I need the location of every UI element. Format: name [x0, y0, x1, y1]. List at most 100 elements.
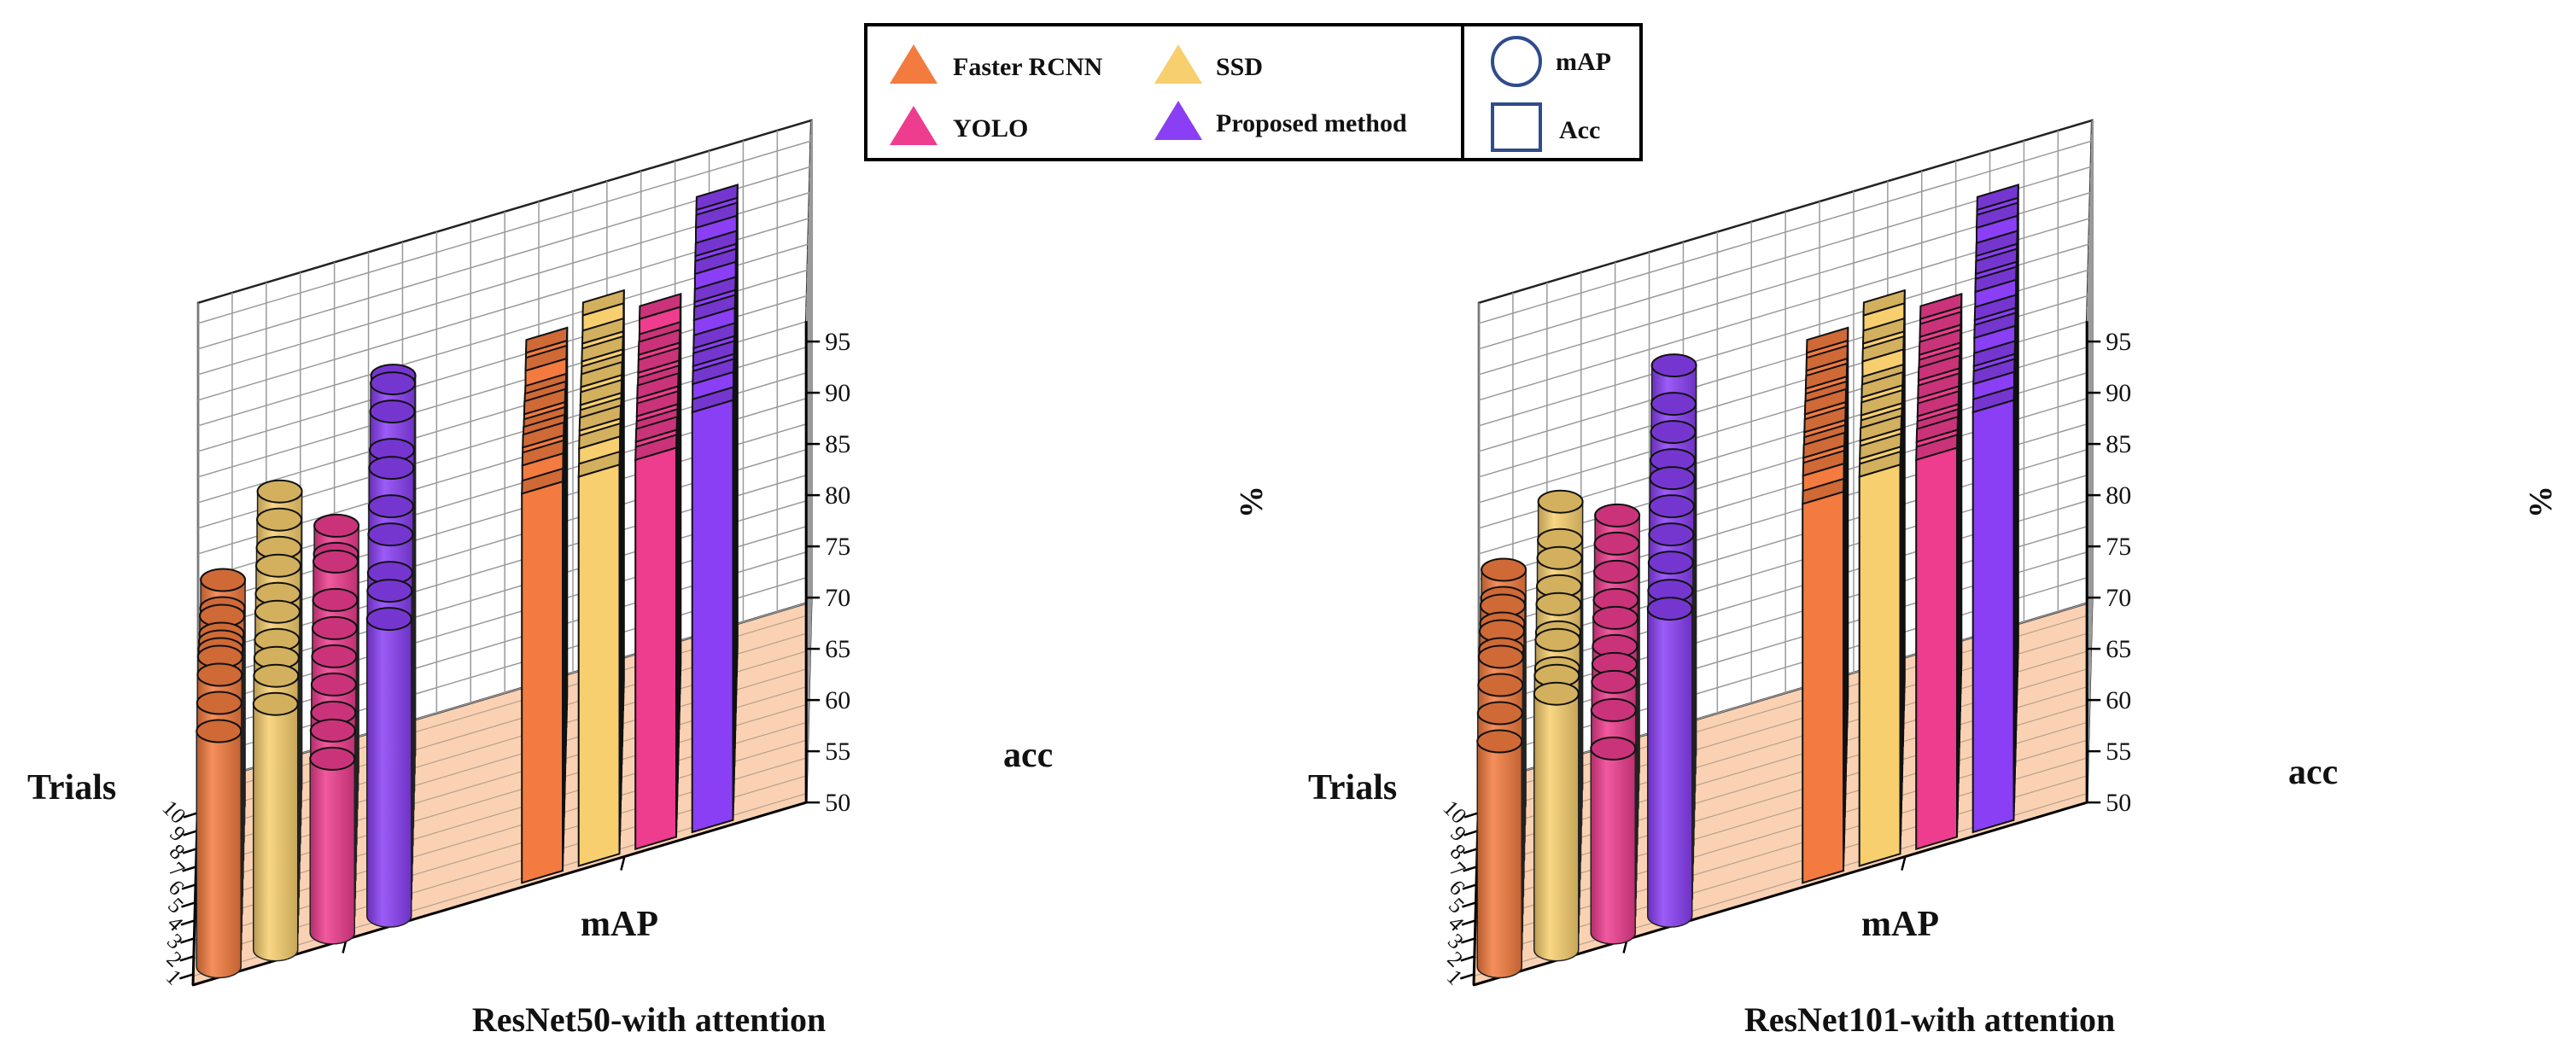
- cuboid-top: [1803, 405, 1847, 434]
- bar-yolo-map: [1590, 736, 1637, 945]
- cuboid-top: [1804, 362, 1849, 390]
- cuboid-top: [1858, 450, 1901, 478]
- cuboid-top: [1972, 358, 2016, 386]
- cuboid-front: [1802, 490, 1844, 884]
- bar-faster-rcnn-map: [196, 719, 242, 979]
- z-tick-label: 80: [825, 481, 850, 510]
- legend-label-ssd: SSD: [1216, 53, 1263, 81]
- z-tick-label: 55: [2106, 737, 2131, 766]
- cuboid-top: [636, 371, 680, 400]
- cuboid-top: [1976, 184, 2019, 212]
- bar-yolo-map: [309, 746, 356, 945]
- cuboid-top: [1859, 432, 1902, 460]
- z-tick-label: 85: [2106, 430, 2131, 458]
- cuboid-top: [579, 378, 623, 406]
- cylinder-top: [1594, 503, 1641, 528]
- x-tick: [1462, 901, 1476, 908]
- cuboid-top: [691, 386, 734, 414]
- x-tick: [181, 901, 196, 908]
- x-tick: [183, 830, 198, 837]
- bar-yolo-acc: [1915, 433, 1959, 851]
- cylinder-top: [1590, 736, 1637, 761]
- bar-proposed-method-acc: [1971, 386, 2015, 834]
- cuboid-front: [634, 446, 677, 851]
- cylinder-body: [365, 618, 412, 928]
- cylinder-top: [1533, 681, 1580, 706]
- cuboid-top: [692, 294, 737, 322]
- cylinder-top: [311, 615, 358, 640]
- z-tick-label: 75: [825, 533, 850, 561]
- y-axis-title: %: [2523, 486, 2559, 518]
- cuboid-top: [693, 248, 738, 276]
- cuboid-top: [692, 322, 736, 350]
- cuboid-top: [1802, 477, 1845, 505]
- legend: Faster RCNN SSD YOLO Proposed method mAP…: [864, 23, 1643, 161]
- z-tick-label: 90: [825, 379, 850, 407]
- x-tick: [1461, 919, 1476, 926]
- axis-labels: Trials mAP acc % ResNet50-with attention: [27, 486, 1270, 1039]
- cuboid-top: [1802, 431, 1846, 459]
- metric-label-map: mAP: [581, 905, 658, 944]
- bar-proposed-method-map: [365, 607, 412, 928]
- cylinder-top: [1590, 697, 1637, 722]
- cuboid-top: [1861, 317, 1906, 345]
- bar-yolo-acc: [634, 433, 678, 851]
- cuboid-front: [691, 399, 734, 834]
- cuboid-top: [638, 292, 682, 321]
- cuboid-top: [1974, 265, 2018, 294]
- x-tick: [1463, 830, 1479, 837]
- legend-label-acc: Acc: [1559, 116, 1600, 144]
- cylinder-top: [196, 719, 242, 743]
- cuboid-top: [635, 389, 680, 418]
- bars: [1476, 184, 2019, 979]
- bar-faster-rcnn-acc: [521, 467, 564, 884]
- x-tick: [181, 883, 196, 890]
- chart-title: ResNet101-with attention: [1744, 1000, 2115, 1039]
- cuboid-top: [637, 346, 681, 375]
- cylinder-top: [1648, 522, 1695, 547]
- cylinder-top: [1649, 466, 1696, 491]
- x-tick: [180, 919, 196, 926]
- metric-label-acc: acc: [2288, 753, 2338, 792]
- cuboid-top: [578, 422, 622, 450]
- cuboid-top: [521, 467, 564, 495]
- x-tick: [1461, 937, 1475, 944]
- cuboid-top: [1971, 386, 2015, 414]
- cylinder-top: [313, 549, 359, 574]
- cylinder-body: [1647, 608, 1693, 928]
- circle-icon: [1491, 36, 1542, 87]
- cylinder-top: [1650, 392, 1697, 417]
- cuboid-front: [1858, 463, 1901, 867]
- z-tick-label: 55: [825, 737, 850, 766]
- cylinder-top: [254, 553, 301, 578]
- legend-item-map: mAP: [1491, 36, 1611, 87]
- cylinder-top: [1476, 729, 1523, 754]
- cylinder-top: [367, 522, 414, 547]
- cylinder-top: [1535, 592, 1582, 616]
- legend-label-map: mAP: [1556, 48, 1611, 76]
- cylinder-top: [1481, 557, 1527, 582]
- x-tick: [182, 866, 196, 872]
- chart-title: ResNet50-with attention: [472, 1000, 826, 1039]
- z-tick-label: 65: [2106, 635, 2131, 663]
- z-tick-label: 95: [2106, 328, 2131, 356]
- cylinder-top: [1534, 627, 1581, 652]
- metric-label-map: mAP: [1861, 905, 1939, 944]
- cuboid-front: [1915, 446, 1958, 851]
- z-tick-label: 75: [2106, 533, 2131, 561]
- bars: [196, 184, 739, 979]
- cylinder-top: [309, 746, 356, 771]
- axis-labels: Trials mAP acc % ResNet101-with attentio…: [1308, 486, 2559, 1039]
- cylinder-top: [369, 399, 416, 424]
- z-tick-label: 95: [825, 328, 850, 356]
- z-tick-label: 90: [2106, 379, 2131, 407]
- cylinder-top: [366, 579, 413, 603]
- legend-label-faster-rcnn: Faster RCNN: [953, 53, 1103, 81]
- cuboid-top: [1972, 340, 2017, 368]
- cuboid-top: [634, 433, 678, 462]
- z-tick-label: 50: [2106, 789, 2131, 817]
- cylinder-top: [309, 718, 356, 743]
- cylinder-top: [312, 587, 359, 612]
